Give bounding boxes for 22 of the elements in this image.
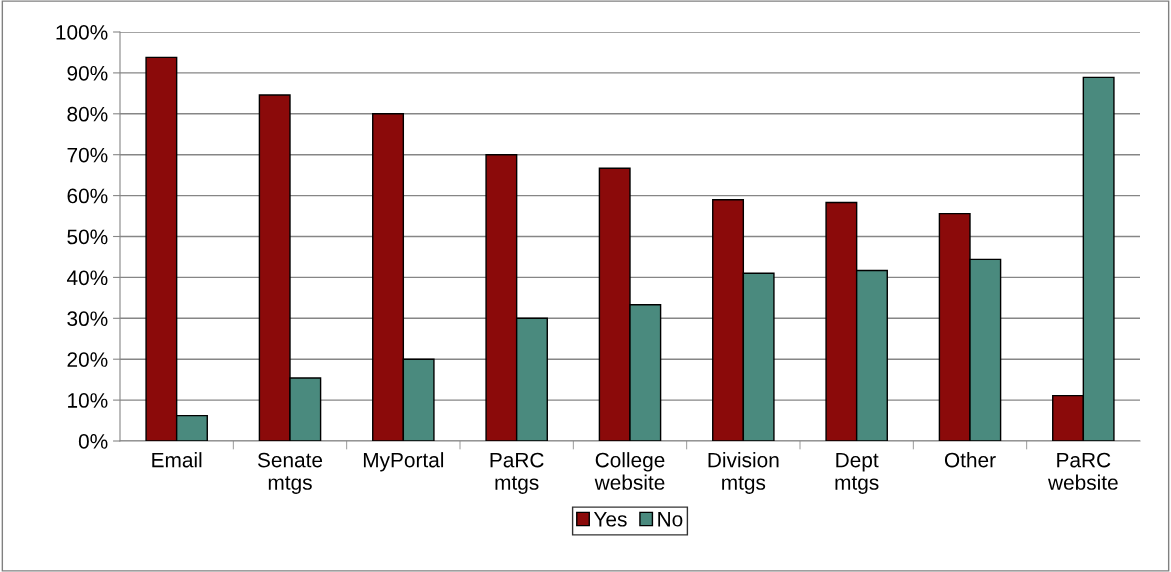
x-tick-label: Senate mtgs — [257, 452, 323, 494]
x-tick-label: MyPortal — [363, 452, 444, 472]
x-tick-label: PaRC mtgs — [490, 452, 544, 494]
x-tick-label: Email — [152, 452, 202, 468]
y-tick-label: 50% — [67, 229, 108, 245]
y-tick-label: 70% — [67, 147, 108, 163]
x-tick-label: Division mtgs — [708, 452, 779, 494]
y-tick-label: 20% — [67, 352, 108, 367]
x-tick-label: College website — [594, 452, 665, 490]
y-tick-label: 60% — [67, 188, 108, 204]
y-tick-label: 30% — [67, 311, 108, 327]
y-tick-label: 0% — [78, 434, 108, 449]
legend-label: No — [658, 512, 683, 527]
x-tick-label: Dept mtgs — [835, 452, 879, 494]
legend-label: Yes — [593, 512, 627, 527]
x-tick-label: PaRC website — [1047, 452, 1118, 490]
y-tick-label: 90% — [67, 65, 108, 81]
y-tick-label: 80% — [67, 106, 108, 122]
x-tick-label: Other — [944, 452, 996, 468]
y-tick-label: 40% — [66, 270, 108, 286]
y-tick-label: 10% — [68, 393, 108, 408]
y-tick-label: 100% — [56, 25, 108, 40]
